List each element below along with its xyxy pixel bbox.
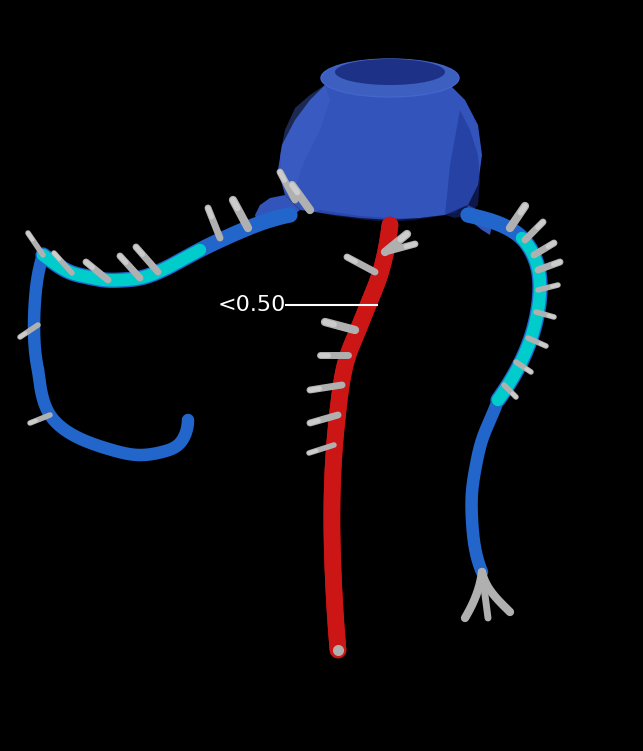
Ellipse shape [321,59,459,97]
Polygon shape [315,205,465,222]
Polygon shape [278,65,482,220]
Polygon shape [255,195,300,228]
Polygon shape [465,205,492,235]
Polygon shape [280,85,330,200]
Text: <0.50: <0.50 [218,295,286,315]
Polygon shape [445,110,480,218]
Ellipse shape [335,59,445,85]
